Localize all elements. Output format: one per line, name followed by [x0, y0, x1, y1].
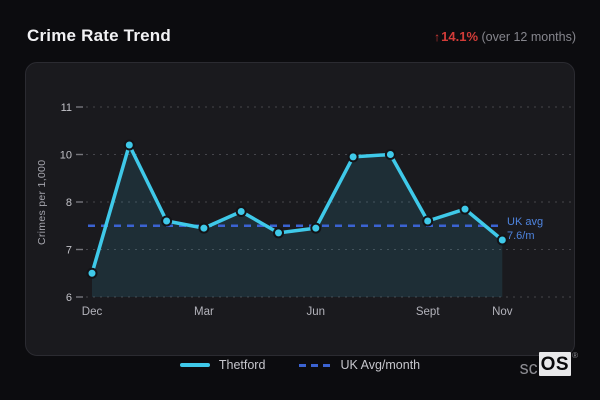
trend-value: 14.1%	[441, 29, 479, 44]
data-point-marker	[86, 267, 98, 279]
legend-item-uk-avg: UK Avg/month	[299, 358, 420, 372]
brand-highlight: OS	[538, 352, 572, 376]
data-point-marker	[384, 149, 396, 160]
y-tick-label: 11	[61, 102, 72, 114]
data-point-marker	[235, 206, 247, 217]
x-tick-label: Sept	[416, 306, 440, 318]
x-tick-label: Jun	[307, 306, 326, 318]
brand-logo: sc OS ®	[519, 351, 578, 378]
uk-avg-annotation: 7.6/m	[507, 230, 535, 242]
data-point-marker	[123, 139, 135, 151]
chart-panel: Crimes per 1,000 6 7 8 10 11 Dec Mar Jun Sept Nov…	[25, 62, 575, 356]
x-tick-label: Dec	[82, 306, 103, 318]
legend-label-thetford: Thetford	[218, 358, 266, 372]
data-point-marker	[310, 222, 322, 234]
y-tick-label: 6	[66, 292, 72, 304]
brand-prefix: sc	[519, 358, 538, 378]
data-point-marker	[459, 203, 471, 215]
y-tick-label: 7	[66, 245, 72, 257]
y-tick-label: 8	[66, 197, 72, 209]
legend-label-uk-avg: UK Avg/month	[340, 358, 421, 372]
data-point-marker	[422, 215, 434, 227]
uk-avg-dashed-swatch-icon	[299, 363, 332, 367]
trend-chart-svg: 6 7 8 10 11 Dec Mar Jun Sept Nov UK avg 7.6/m	[60, 102, 571, 318]
legend-item-thetford: Thetford	[179, 358, 266, 372]
data-point-marker	[496, 234, 508, 246]
data-point-marker	[347, 151, 359, 163]
data-point-marker	[161, 215, 173, 227]
uk-avg-annotation: UK avg	[507, 216, 543, 228]
x-tick-label: Nov	[492, 306, 513, 318]
thetford-trend-line	[90, 143, 505, 276]
chart-legend: Thetford UK Avg/month	[0, 354, 600, 376]
trend-up-arrow-icon: ↑	[434, 30, 441, 44]
data-point-marker	[273, 227, 284, 239]
page-title: Crime Rate Trend	[27, 26, 171, 45]
registered-mark-icon: ®	[572, 351, 578, 360]
x-tick-label: Mar	[194, 306, 214, 318]
thetford-line-swatch-icon	[179, 363, 210, 367]
y-tick-label: 10	[60, 150, 72, 162]
trend-stat: ↑14.1% (over 12 months)	[434, 29, 576, 44]
thetford-area-fill	[92, 145, 503, 297]
data-point-marker	[198, 222, 210, 234]
trend-caption: (over 12 months)	[481, 30, 576, 44]
